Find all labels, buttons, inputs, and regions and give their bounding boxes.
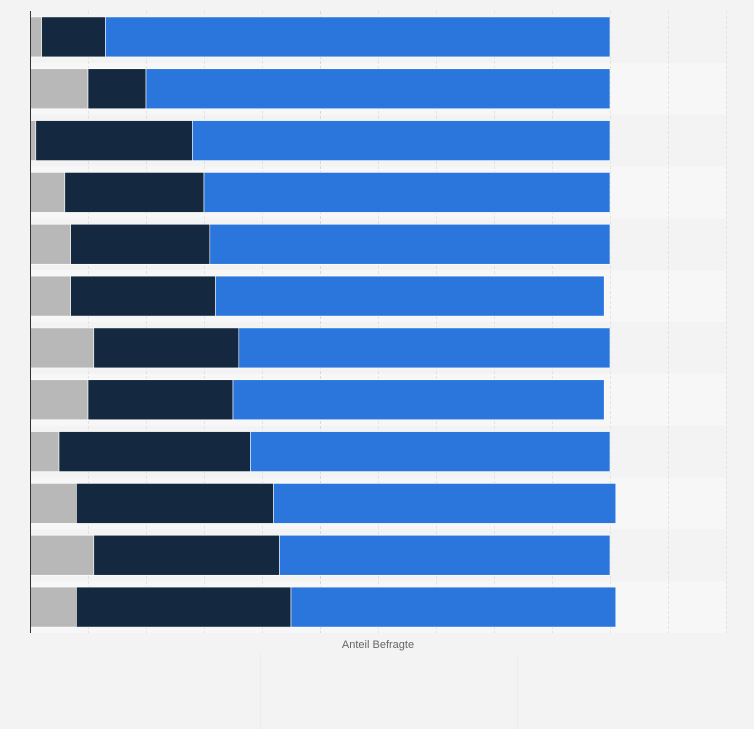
bar-segment bbox=[215, 275, 605, 317]
bar-segment bbox=[58, 431, 251, 472]
footer-divider bbox=[517, 654, 518, 729]
bar-segment bbox=[279, 534, 611, 576]
bar-segment bbox=[41, 16, 106, 58]
bar-segment bbox=[29, 483, 77, 524]
bar-segment bbox=[87, 68, 147, 110]
bar-segment bbox=[93, 327, 240, 369]
bar-segment bbox=[76, 586, 292, 628]
bar-segment bbox=[238, 327, 611, 369]
bar-segment bbox=[250, 431, 611, 472]
bar-segment bbox=[105, 16, 611, 58]
bar-segment bbox=[29, 223, 71, 265]
bar-segment bbox=[35, 120, 193, 161]
bar-segment bbox=[29, 68, 89, 110]
bar-segment bbox=[70, 223, 211, 265]
x-axis-label: Anteil Befragte bbox=[341, 639, 415, 651]
bar-segment bbox=[29, 172, 66, 213]
bar-segment bbox=[29, 379, 89, 421]
bar-segment bbox=[290, 586, 617, 628]
bar-segment bbox=[203, 172, 611, 213]
bar-segment bbox=[209, 223, 611, 265]
bar-segment bbox=[64, 172, 205, 213]
bar-segment bbox=[93, 534, 280, 576]
bar-segment bbox=[76, 483, 274, 524]
bar-segment bbox=[70, 275, 216, 317]
footer-area bbox=[0, 654, 754, 729]
bar-segment bbox=[273, 483, 617, 524]
bar-segment bbox=[29, 431, 60, 472]
bar-segment bbox=[29, 586, 77, 628]
bar-segment bbox=[145, 68, 611, 110]
footer-divider bbox=[260, 654, 261, 729]
bar-segment bbox=[29, 534, 95, 576]
bar-segment bbox=[87, 379, 234, 421]
bar-segment bbox=[192, 120, 611, 161]
bar-segment bbox=[29, 16, 42, 58]
bar-segment bbox=[232, 379, 605, 421]
bar-segment bbox=[29, 275, 71, 317]
bar-segment bbox=[29, 327, 95, 369]
